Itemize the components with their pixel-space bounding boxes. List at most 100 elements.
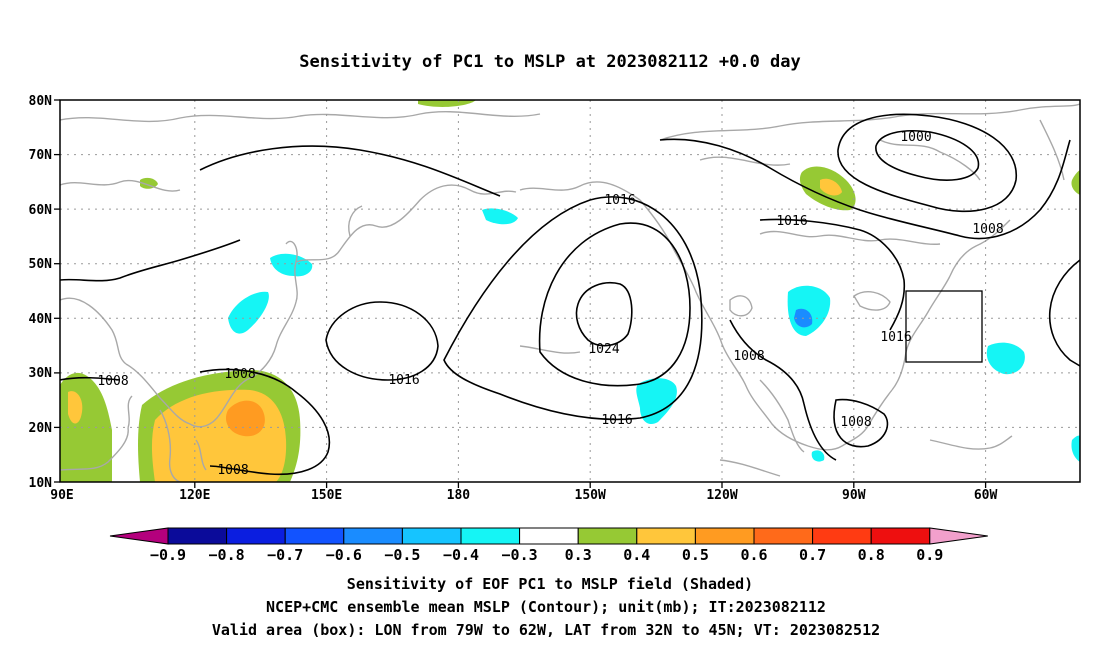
shade-negative-04 — [811, 450, 825, 462]
colorbar-cell — [343, 527, 403, 545]
contour-1000-ring — [875, 130, 980, 181]
colorbar-cell — [460, 527, 521, 545]
contour-1016-east — [1048, 259, 1080, 367]
caption-line-1: Sensitivity of EOF PC1 to MSLP field (Sh… — [347, 575, 753, 593]
contour-1008-wpac — [60, 376, 121, 381]
map-frame — [59, 99, 1081, 483]
contour-label: 1016 — [388, 373, 419, 388]
colorbar-cell — [694, 527, 755, 545]
valid-area-box — [905, 290, 983, 363]
colorbar-label: 0.8 — [858, 546, 885, 564]
shade-positive-04 — [68, 391, 83, 424]
colorbar-cell — [753, 527, 814, 545]
shade-negative-04 — [787, 285, 831, 336]
colorbar-tip-low — [109, 527, 169, 545]
colorbar: −0.9 −0.8 −0.7 −0.6 −0.5 −0.4 −0.3 0.3 0.4 0.5 0.6… — [109, 527, 988, 564]
caption-line-3: Valid area (box): LON from 79W to 62W, L… — [212, 621, 880, 639]
contour-label: 1008 — [972, 222, 1003, 237]
colorbar-label: −0.7 — [267, 546, 303, 564]
lon-tick-label: 150E — [311, 488, 342, 503]
shade-positive-03 — [140, 177, 158, 189]
contour-1008-mex — [729, 319, 837, 461]
colorbar-cell — [577, 527, 638, 545]
lat-tick-label: 60N — [29, 203, 53, 218]
colorbar-label: −0.3 — [502, 546, 538, 564]
colorbar-tip-high — [929, 527, 988, 545]
lon-tick-label: 90E — [50, 488, 73, 503]
contour-label: 1008 — [733, 349, 764, 364]
lon-tick-label: 150W — [575, 488, 606, 503]
contour-1008-ring — [837, 113, 1017, 213]
colorbar-label: 0.3 — [565, 546, 592, 564]
lon-tick-label: 120W — [706, 488, 737, 503]
colorbar-label: −0.9 — [150, 546, 186, 564]
contour-label: 1016 — [776, 214, 807, 229]
contour-label: 1016 — [601, 413, 632, 428]
map-title: Sensitivity of PC1 to MSLP at 2023082112… — [299, 52, 801, 72]
lon-tick-label: 60W — [974, 488, 998, 503]
shade-positive-04 — [820, 178, 842, 196]
colorbar-label: 0.5 — [682, 546, 709, 564]
colorbar-cell — [812, 527, 872, 545]
contour-1016-arctic — [199, 145, 501, 197]
contour-1008-wpac — [199, 368, 331, 476]
contour-1016-north-pac — [60, 239, 241, 282]
contour-label: 1008 — [840, 415, 871, 430]
lat-tick-label: 50N — [29, 257, 53, 272]
colorbar-cell — [284, 527, 345, 545]
shade-positive-03 — [1071, 170, 1080, 195]
lon-tick-label: 180 — [447, 488, 471, 503]
contour-1008-east — [759, 218, 906, 331]
colorbar-cell — [401, 527, 462, 545]
shade-negative-04 — [482, 208, 518, 225]
shade-negative-04 — [228, 291, 269, 334]
lat-tick-label: 80N — [29, 94, 53, 109]
contour-1016-ring — [538, 222, 691, 387]
contour-label: 1008 — [217, 463, 248, 478]
colorbar-label: −0.6 — [326, 546, 362, 564]
colorbar-label: 0.6 — [740, 546, 767, 564]
lat-tick-label: 10N — [29, 476, 53, 491]
caption-line-2: NCEP+CMC ensemble mean MSLP (Contour); u… — [266, 598, 826, 616]
contour-1024-ring — [575, 282, 633, 347]
contour-label: 1000 — [900, 130, 931, 145]
lat-tick-label: 40N — [29, 312, 53, 327]
colorbar-cell — [226, 527, 286, 545]
contour-labels: 1016 1016 1024 1016 1016 1000 1008 1008 … — [97, 130, 1003, 478]
colorbar-label: −0.4 — [443, 546, 479, 564]
graticule — [60, 100, 1080, 482]
contour-label: 1008 — [97, 374, 128, 389]
shade-negative-04 — [1071, 435, 1080, 462]
colorbar-cell — [870, 527, 931, 545]
longitude-axis: 90E 120E 150E 180 150W 120W 90W 60W — [50, 482, 998, 503]
sensitivity-shading — [60, 100, 1080, 482]
colorbar-cell — [636, 527, 696, 545]
contour-label: 1008 — [224, 367, 255, 382]
contour-label: 1024 — [588, 342, 619, 357]
contour-1016-west — [325, 301, 439, 381]
contour-1008-gulf — [833, 398, 889, 448]
lat-tick-label: 30N — [29, 366, 53, 381]
mslp-contours — [60, 113, 1080, 476]
latitude-axis: 10N 20N 30N 40N 50N 60N 70N 80N — [29, 94, 60, 491]
shade-negative-04 — [636, 378, 677, 425]
contour-label: 1016 — [604, 193, 635, 208]
contour-label: 1016 — [880, 330, 911, 345]
colorbar-label: 0.4 — [623, 546, 650, 564]
colorbar-cell — [167, 527, 228, 545]
shade-positive-03 — [418, 100, 476, 107]
lon-tick-label: 90W — [842, 488, 866, 503]
colorbar-cell — [519, 527, 579, 545]
contour-1016-ring — [443, 196, 703, 421]
colorbar-label: 0.7 — [799, 546, 826, 564]
colorbar-label: −0.8 — [209, 546, 245, 564]
contour-1016-north — [659, 138, 1071, 240]
lon-tick-label: 120E — [179, 488, 210, 503]
lat-tick-label: 20N — [29, 421, 53, 436]
shade-negative-04 — [986, 342, 1025, 375]
lat-tick-label: 70N — [29, 148, 53, 163]
colorbar-label: 0.9 — [916, 546, 943, 564]
colorbar-label: −0.5 — [384, 546, 420, 564]
shade-negative-04 — [270, 253, 313, 277]
